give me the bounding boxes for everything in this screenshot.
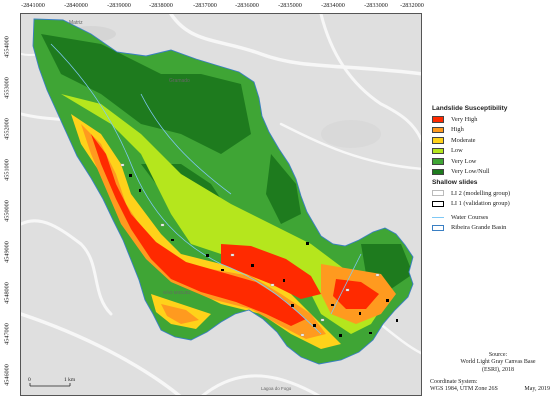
- x-tick-label: -2841000: [21, 2, 45, 9]
- y-tick-label: 4547000: [3, 323, 11, 345]
- legend-item: Very High: [432, 114, 547, 125]
- legend-swatch: [432, 190, 444, 197]
- legend-label: High: [451, 126, 464, 134]
- coordinate-line: WGS 1984, UTM Zone 26S: [430, 386, 498, 393]
- x-tick-label: -2840000: [64, 2, 88, 9]
- x-tick-label: -2836000: [235, 2, 259, 9]
- scale-zero-label: 0: [28, 377, 31, 383]
- place-label: SÃO MIGUEL: [163, 289, 192, 295]
- legend-label: LI 2 (modelling group): [451, 189, 511, 197]
- place-label: Lagoa do Fogo: [261, 386, 292, 391]
- coordinate-system-note: Coordinate System: WGS 1984, UTM Zone 26…: [430, 379, 550, 394]
- legend-slides-title: Shallow slides: [432, 179, 478, 186]
- legend-label: Very Low: [451, 157, 477, 165]
- slides-validation-group: [129, 174, 398, 337]
- x-tick-label: -2832000: [400, 2, 424, 9]
- scale-distance-label: 1 km: [64, 377, 76, 383]
- map-frame[interactable]: Matriz Gramado SÃO MIGUEL Lagoa do Fogo: [20, 13, 422, 396]
- shallow-slides: [120, 163, 398, 337]
- x-tick-label: -2838000: [149, 2, 173, 9]
- y-tick-label: 4546000: [3, 364, 11, 386]
- legend-swatch: [432, 137, 444, 144]
- source-note: Source: World Light Gray Canvas Base (ES…: [446, 352, 550, 374]
- legend-item: LI 2 (modelling group): [432, 188, 547, 199]
- legend-label: Ribeira Grande Basin: [451, 224, 507, 232]
- legend: Landslide Susceptibility Very High High …: [432, 105, 547, 233]
- slides-modelling-group: [120, 163, 380, 337]
- place-label: Matriz: [69, 20, 83, 26]
- y-tick-label: 4549000: [3, 241, 11, 263]
- y-tick-label: 4548000: [3, 282, 11, 304]
- y-tick-label: 4553000: [3, 77, 11, 99]
- source-line: Source:: [488, 352, 508, 358]
- legend-item: LI 1 (validation group): [432, 199, 547, 210]
- y-tick-label: 4552000: [3, 118, 11, 140]
- place-label: Gramado: [169, 78, 190, 84]
- legend-swatch: [432, 200, 444, 207]
- legend-label: Water Courses: [451, 213, 489, 221]
- legend-swatch: [432, 126, 444, 133]
- scale-bar: 0 1 km: [28, 376, 76, 390]
- legend-item: Water Courses: [432, 212, 547, 223]
- coordinate-row: WGS 1984, UTM Zone 26S May, 2019: [430, 386, 550, 393]
- source-line: World Light Gray Canvas Base: [460, 359, 536, 366]
- susceptibility-raster: [33, 19, 413, 364]
- legend-item: Moderate: [432, 135, 547, 146]
- susceptibility-map[interactable]: Matriz Gramado SÃO MIGUEL Lagoa do Fogo: [21, 14, 422, 396]
- legend-swatch: [432, 116, 444, 123]
- legend-item: Low: [432, 146, 547, 157]
- legend-label: Moderate: [451, 136, 476, 144]
- legend-swatch: [432, 147, 444, 154]
- legend-item: Very Low: [432, 156, 547, 167]
- x-tick-label: -2839000: [107, 2, 131, 9]
- basemap-roads: [21, 14, 421, 395]
- legend-swatch: [432, 224, 444, 231]
- map-date: May, 2019: [524, 386, 550, 393]
- legend-swatch: [432, 158, 444, 165]
- y-tick-label: 4550000: [3, 200, 11, 222]
- water-courses: [50, 43, 362, 335]
- x-tick-label: -2834000: [321, 2, 345, 9]
- legend-swatch: [432, 168, 444, 175]
- x-tick-label: -2835000: [278, 2, 302, 9]
- legend-title: Landslide Susceptibility: [432, 105, 508, 112]
- legend-item: Ribeira Grande Basin: [432, 223, 547, 234]
- coordinate-line: Coordinate System:: [430, 379, 478, 385]
- x-tick-label: -2837000: [193, 2, 217, 9]
- y-tick-label: 4551000: [3, 159, 11, 181]
- y-tick-label: 4554000: [3, 36, 11, 58]
- source-line: (ESRI), 2018: [482, 366, 514, 373]
- legend-label: Very High: [451, 115, 478, 123]
- legend-label: LI 1 (validation group): [451, 200, 510, 208]
- legend-label: Low: [451, 147, 463, 155]
- x-tick-label: -2833000: [364, 2, 388, 9]
- legend-item: High: [432, 125, 547, 136]
- legend-item: Very Low/Null: [432, 167, 547, 178]
- legend-swatch: [432, 216, 444, 218]
- legend-label: Very Low/Null: [451, 168, 490, 176]
